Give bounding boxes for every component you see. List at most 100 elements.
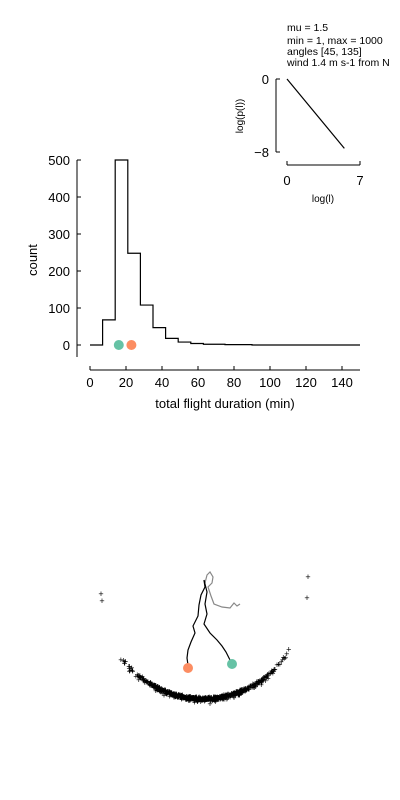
arrival-point: + [201, 694, 206, 704]
arrival-point: + [187, 696, 192, 706]
arrival-point: + [193, 692, 198, 702]
arrival-point: + [213, 694, 218, 704]
arrival-point: + [153, 683, 158, 693]
arrival-point: + [227, 689, 232, 699]
arrival-point: + [158, 685, 163, 695]
arrival-point: + [206, 694, 211, 704]
arrival-point: + [137, 671, 142, 681]
arrival-point: + [168, 689, 173, 699]
arrival-point: + [159, 685, 164, 695]
arrival-point: + [253, 679, 258, 689]
arrival-point: + [168, 690, 173, 700]
arrival-point: + [220, 694, 225, 704]
arrival-point: + [183, 693, 188, 703]
arrival-point: + [157, 684, 162, 694]
arrival-point: + [231, 688, 236, 698]
arrival-point: + [192, 697, 197, 707]
arrival-point: + [231, 691, 236, 701]
arrival-point: + [203, 694, 208, 704]
arrival-point: + [279, 657, 284, 667]
arrival-point: + [150, 679, 155, 689]
arrival-point: + [191, 693, 196, 703]
arrival-point: + [257, 676, 262, 686]
arrival-point: + [181, 691, 186, 701]
hist-y-ticks: 0 100 200 300 400 500 [48, 153, 81, 353]
arrival-point: + [215, 692, 220, 702]
arrival-point: + [148, 678, 153, 688]
arrival-point: + [199, 694, 204, 704]
arrival-point: + [183, 694, 188, 704]
arrival-point: + [163, 687, 168, 697]
arrival-point: + [153, 681, 158, 691]
arrival-point: + [236, 688, 241, 698]
arrival-point: + [262, 672, 267, 682]
arrival-point: + [147, 680, 152, 690]
arrival-point: + [261, 672, 266, 682]
hist-y-axis-title: count [25, 244, 40, 276]
arrival-point: + [204, 694, 209, 704]
arrival-point: + [204, 694, 209, 704]
arrival-point: + [260, 676, 265, 686]
arrival-point: + [186, 692, 191, 702]
arrival-point: + [184, 693, 189, 703]
arrival-point: + [249, 682, 254, 692]
arrival-point: + [175, 692, 180, 702]
arrival-point: + [264, 671, 269, 681]
arrival-point: + [168, 687, 173, 697]
arrival-point: + [188, 694, 193, 704]
arrival-point: + [271, 667, 276, 677]
arrival-point: + [144, 677, 149, 687]
arrival-point: + [257, 677, 262, 687]
arrival-point: + [177, 692, 182, 702]
arrival-point: + [201, 694, 206, 704]
arrival-point: + [269, 666, 274, 676]
arrival-point: + [260, 674, 265, 684]
arrival-point: + [193, 695, 198, 705]
arrival-point: + [182, 692, 187, 702]
arrival-point: + [216, 693, 221, 703]
arrival-point: + [160, 688, 165, 698]
arrival-point: + [159, 686, 164, 696]
arrival-point: + [137, 673, 142, 683]
arrival-point: + [255, 678, 260, 688]
arrival-point: + [198, 695, 203, 705]
arrival-point: + [172, 689, 177, 699]
arrival-point: + [159, 685, 164, 695]
arrival-point: + [142, 677, 147, 687]
arrival-point: + [227, 692, 232, 702]
arrival-point: + [254, 680, 259, 690]
arrival-point: + [173, 692, 178, 702]
arrival-point: + [191, 695, 196, 705]
arrival-point: + [219, 692, 224, 702]
arrival-point: + [243, 684, 248, 694]
arrival-point: + [212, 695, 217, 705]
arrival-point: + [157, 685, 162, 695]
arrival-point: + [157, 683, 162, 693]
arrival-point: + [246, 682, 251, 692]
arrival-point: + [149, 680, 154, 690]
arrival-point: + [211, 692, 216, 702]
arrival-point: + [242, 686, 247, 696]
arrival-point: + [229, 690, 234, 700]
arrival-point: + [223, 693, 228, 703]
arrival-point: + [193, 692, 198, 702]
arrival-point: + [192, 696, 197, 706]
hist-x-tick-label: 100 [259, 375, 281, 390]
arrival-point: + [261, 675, 266, 685]
arrival-point: + [212, 694, 217, 704]
arrival-point: + [203, 694, 208, 704]
arrival-point: + [223, 692, 228, 702]
arrival-point: + [187, 693, 192, 703]
arrival-point: + [184, 694, 189, 704]
arrival-point: + [218, 692, 223, 702]
arrival-point: + [188, 693, 193, 703]
arrival-point: + [197, 694, 202, 704]
arrival-point: + [255, 677, 260, 687]
arrival-point: + [269, 667, 274, 677]
arrival-point: + [197, 694, 202, 704]
arrival-point: + [189, 695, 194, 705]
arrival-point: + [180, 691, 185, 701]
arrival-point: + [228, 690, 233, 700]
arrival-point: + [210, 694, 215, 704]
